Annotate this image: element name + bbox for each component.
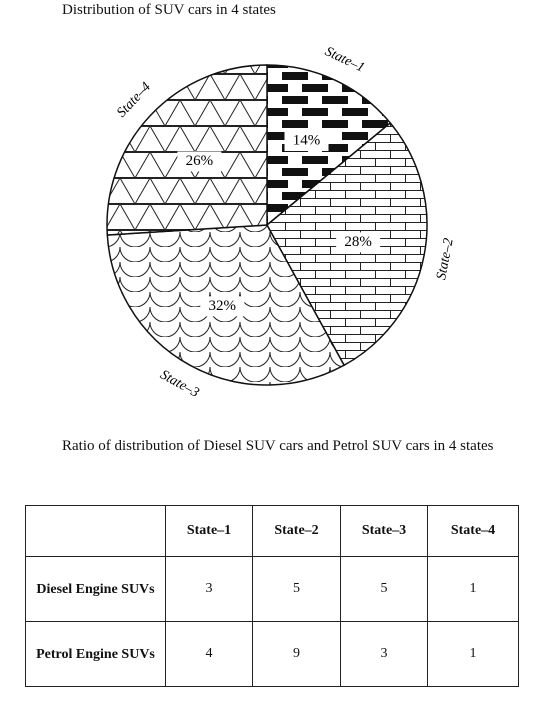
table-row: Petrol Engine SUVs 4 9 3 1 [25,621,519,687]
header-cell: State–4 [427,505,519,557]
header-cell: State–1 [165,505,253,557]
row-header: Petrol Engine SUVs [25,621,166,687]
category-label: State–4 [114,80,154,121]
chart-title: Distribution of SUV cars in 4 states [62,2,276,18]
pie-slice [266,64,392,227]
category-label: State–2 [434,237,457,281]
table-cell: 5 [252,556,341,622]
table-cell: 4 [165,621,253,687]
table-row: Diesel Engine SUVs 3 5 5 1 [25,556,519,622]
table-cell: 1 [427,621,519,687]
header-cell: State–3 [340,505,428,557]
label-box [177,151,222,172]
pie-slice [106,64,268,236]
header-cell [25,505,166,557]
table-cell: 1 [427,556,519,622]
value-label: 14% [293,132,321,148]
row-header: Diesel Engine SUVs [25,556,166,622]
table-cell: 5 [340,556,428,622]
label-box [284,131,329,152]
value-label: 28% [344,234,372,250]
table-cell: 3 [165,556,253,622]
category-label: State–3 [157,368,201,401]
ratio-table: State–1 State–2 State–3 State–4 Diesel Engi… [25,505,519,687]
value-label: 32% [209,298,237,314]
category-label: State–1 [322,44,366,75]
value-label: 26% [186,153,214,169]
table-cell: 9 [252,621,341,687]
table-cell: 3 [340,621,428,687]
label-box [200,296,245,317]
pie-chart: 14% State–1 28% State–2 32% State–3 26% State–4 [106,44,457,401]
label-box [336,232,381,253]
header-row: State–1 State–2 State–3 State–4 [25,505,519,557]
table-caption: Ratio of distribution of Diesel SUV cars… [62,438,494,454]
header-cell: State–2 [252,505,341,557]
